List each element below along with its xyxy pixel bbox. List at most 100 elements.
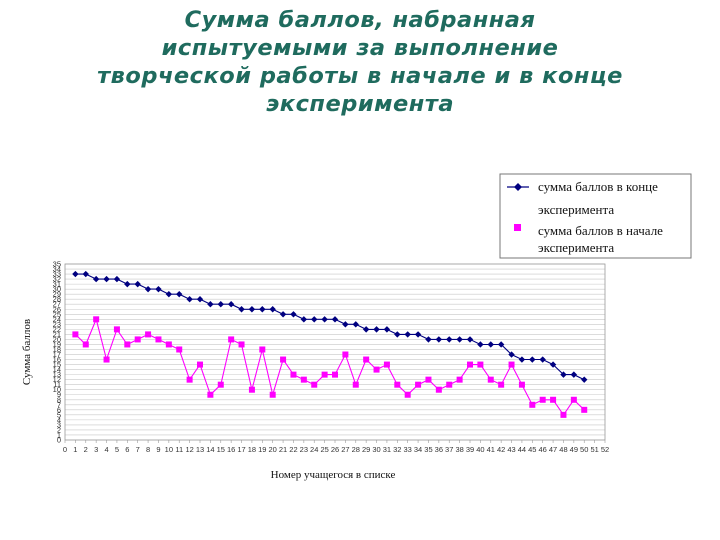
x-tick-label: 34 [414,445,422,454]
y-tick-label: 34 [53,265,61,274]
data-point-start [550,396,557,403]
data-point-start [259,346,266,353]
x-tick-label: 42 [497,445,505,454]
data-point-start [321,371,328,378]
y-tick-label: 2 [57,425,61,434]
x-tick-label: 33 [404,445,412,454]
data-point-start [113,326,120,333]
x-tick-label: 20 [269,445,277,454]
x-tick-label: 25 [320,445,328,454]
x-tick-label: 23 [300,445,308,454]
data-point-start [145,331,152,338]
y-tick-label: 0 [57,436,61,445]
data-point-start [248,386,255,393]
y-tick-label: 8 [57,395,61,404]
data-point-start [155,336,162,343]
x-tick-label: 44 [518,445,526,454]
data-point-end [435,336,443,343]
data-point-start [124,341,131,348]
data-point-start [186,376,193,383]
data-point-end [404,331,411,338]
data-point-start [560,411,567,418]
data-point-end [238,306,245,313]
data-point-end [165,290,173,298]
x-tick-label: 50 [580,445,588,454]
data-point-end [529,356,536,363]
data-point-start [539,396,546,403]
y-tick-label: 29 [53,290,61,299]
x-tick-label: 45 [528,445,536,454]
y-tick-label: 17 [53,350,61,359]
x-tick-label: 36 [435,445,443,454]
data-point-end [539,356,546,363]
legend-marker-start [514,224,521,231]
data-point-end [207,301,214,308]
data-point-end [176,290,183,298]
y-tick-label: 15 [53,360,61,369]
y-tick-label: 18 [53,345,61,354]
y-tick-label: 9 [57,390,61,399]
data-point-end [144,285,152,293]
y-tick-label: 21 [53,330,61,339]
data-point-start [342,351,349,358]
data-point-end [466,336,474,343]
y-tick-label: 32 [53,275,61,284]
x-tick-label: 52 [601,445,609,454]
data-point-start [487,376,494,383]
y-tick-label: 33 [53,270,61,279]
data-point-end [446,336,453,343]
data-point-end [425,336,432,343]
y-tick-label: 27 [53,300,61,309]
x-tick-label: 6 [125,445,129,454]
x-tick-label: 13 [196,445,204,454]
data-point-start [425,376,432,383]
x-tick-label: 5 [115,445,119,454]
series-line-end [75,273,585,381]
data-point-start [373,366,380,373]
data-point-end [549,361,557,368]
data-point-start [238,341,245,348]
y-tick-label: 23 [53,320,61,329]
y-tick-label: 6 [57,405,61,414]
data-point-start [352,381,359,388]
x-tick-label: 43 [507,445,515,454]
x-tick-label: 24 [310,445,318,454]
data-point-end [321,316,328,323]
data-point-end [82,270,89,278]
data-point-end [331,316,339,323]
data-point-start [228,336,235,343]
data-point-start [383,361,390,368]
data-point-start [467,361,473,368]
y-tick-label: 14 [53,365,61,374]
x-tick-label: 2 [84,445,88,454]
x-tick-label: 37 [445,445,453,454]
y-tick-label: 10 [53,385,61,394]
data-point-start [498,381,505,388]
x-tick-label: 49 [570,445,578,454]
data-point-start [446,381,453,388]
data-point-start [311,381,318,388]
legend-label-end-line1: сумма баллов в конце [538,179,658,194]
y-tick-label: 26 [53,305,61,314]
x-tick-label: 38 [455,445,463,454]
x-tick-label: 8 [146,445,150,454]
y-tick-label: 24 [53,315,61,324]
data-point-start [72,331,79,338]
tick-labels: 0123456789101112131415161718192021222324… [53,260,610,455]
x-tick-label: 9 [156,445,160,454]
plot-frame [64,263,606,441]
data-point-start [581,406,588,413]
data-point-end [259,306,266,313]
data-point-end [373,326,380,333]
data-point-end [456,336,463,343]
x-tick-label: 48 [559,445,567,454]
x-tick-label: 28 [352,445,360,454]
data-point-end [92,275,100,283]
y-tick-label: 4 [57,415,61,424]
data-point-end [383,326,391,333]
data-point-end [414,331,422,338]
data-point-start [280,356,287,363]
data-point-start [363,356,370,363]
x-tick-label: 30 [372,445,380,454]
x-tick-label: 32 [393,445,401,454]
